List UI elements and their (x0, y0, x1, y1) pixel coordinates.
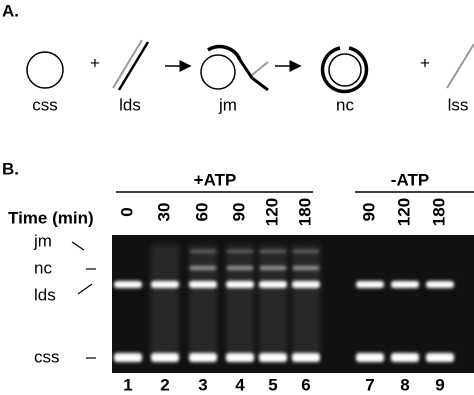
time-label: 120 (262, 198, 281, 226)
css-band (391, 353, 419, 362)
lds-band (426, 281, 454, 288)
nc-band (190, 266, 216, 270)
time-label: 30 (154, 203, 173, 222)
css-band (426, 353, 454, 362)
band-label: css (34, 347, 60, 366)
lane-number: 5 (268, 375, 277, 394)
band-tick (77, 283, 93, 295)
css-band (356, 353, 384, 362)
lds-band (391, 281, 419, 288)
band-label: nc (34, 258, 52, 277)
smear (151, 245, 179, 355)
jm-strand (251, 61, 269, 76)
group-label: -ATP (391, 170, 429, 189)
lane-number: 4 (235, 375, 245, 394)
lane-number: 3 (198, 375, 207, 394)
css-band (151, 353, 179, 362)
lds-band (292, 281, 320, 288)
time-label: 90 (359, 203, 378, 222)
lds-band (259, 281, 287, 288)
time-label: 180 (429, 198, 448, 226)
jm-band (190, 250, 216, 253)
item-label: lds (119, 95, 141, 114)
nc-strand (320, 46, 369, 94)
lane-number: 8 (400, 375, 409, 394)
item-label: nc (336, 95, 354, 114)
jm-band (260, 250, 286, 253)
item-label: css (32, 95, 58, 114)
css-band (226, 353, 254, 362)
lss-strand (446, 43, 474, 89)
lds-band (151, 281, 179, 288)
jm-circle (200, 54, 236, 90)
nc-band (293, 266, 319, 270)
nc-band (260, 266, 286, 270)
lds-band (114, 281, 142, 288)
smear (226, 245, 254, 355)
plus: + (420, 53, 430, 72)
panel-label: A. (2, 1, 19, 20)
lds-band (189, 281, 217, 288)
smear (259, 245, 287, 355)
group-label: +ATP (194, 170, 237, 189)
lds-strand (112, 39, 143, 89)
time-label: 90 (229, 203, 248, 222)
time-label: 120 (394, 198, 413, 226)
nc-circle (328, 53, 362, 87)
time-label: 180 (295, 198, 314, 226)
band-label: lds (34, 285, 56, 304)
time-title: Time (min) (8, 208, 94, 227)
jm-strand (207, 44, 242, 61)
css-band (114, 353, 142, 362)
css-band (189, 353, 217, 362)
css-band (259, 353, 287, 362)
item-label: lss (448, 95, 469, 114)
time-label: 0 (117, 207, 136, 216)
panel-label: B. (2, 159, 19, 178)
jm-band (227, 250, 253, 253)
nc-band (227, 266, 253, 270)
lds-band (226, 281, 254, 288)
smear (292, 245, 320, 355)
plus: + (90, 53, 100, 72)
time-label: 60 (192, 203, 211, 222)
smear (189, 245, 217, 355)
lane-number: 9 (435, 375, 444, 394)
lane-number: 7 (365, 375, 374, 394)
lane-number: 6 (301, 375, 310, 394)
jm-strand (238, 59, 269, 92)
band-label: jm (33, 231, 52, 250)
band-tick (71, 241, 85, 251)
css-icon (26, 51, 64, 89)
jm-band (293, 250, 319, 253)
css-band (292, 353, 320, 362)
lds-strand (117, 41, 150, 91)
lane-number: 1 (123, 375, 132, 394)
lds-band (356, 281, 384, 288)
item-label: jm (218, 95, 237, 114)
lane-number: 2 (160, 375, 169, 394)
